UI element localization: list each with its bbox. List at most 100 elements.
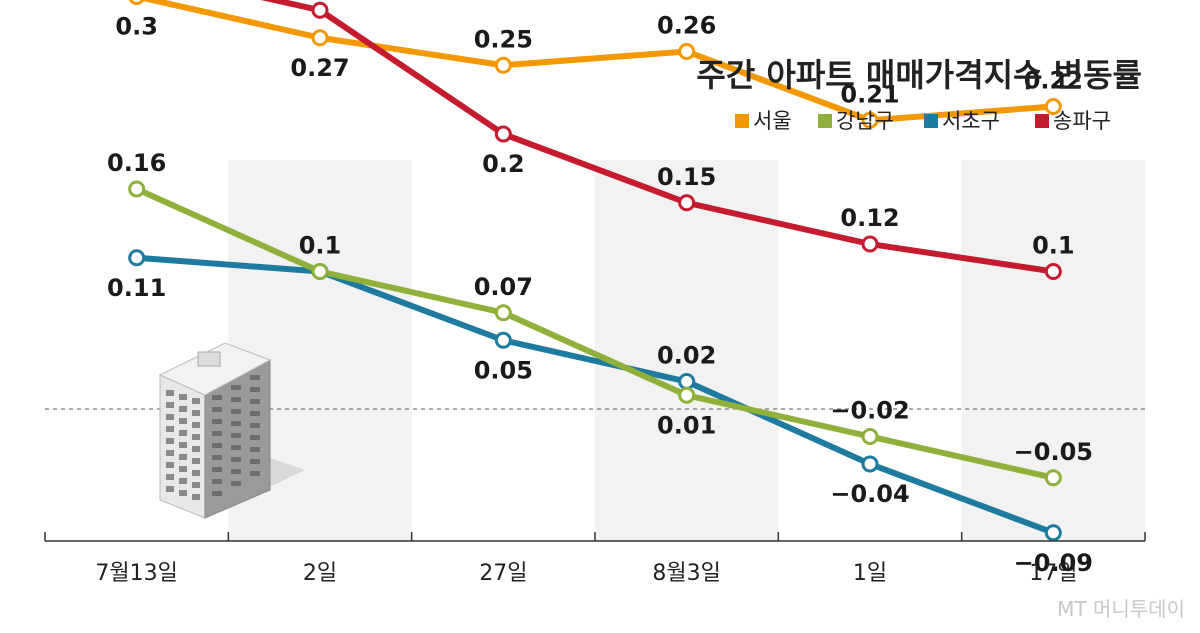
data-point: [311, 263, 329, 280]
data-point: [311, 29, 329, 47]
x-axis-labels: 7월13일 2일 27일 8월3일 1일 17일: [95, 561, 1077, 586]
data-point: [1044, 98, 1062, 115]
legend-swatch: [1035, 114, 1049, 128]
data-point: [494, 125, 512, 143]
data-label: 0.2: [482, 150, 525, 178]
legend-label: 송파구: [1053, 109, 1111, 133]
data-point: [1044, 263, 1062, 280]
data-label: 0.22: [1024, 67, 1083, 95]
data-point: [128, 0, 145, 5]
building-window: [231, 481, 241, 486]
building-window: [179, 490, 187, 496]
data-point: [311, 1, 329, 19]
apartment-building-illustration: [158, 342, 305, 519]
data-label: −0.09: [1014, 549, 1093, 577]
building-window: [231, 385, 241, 390]
data-point: [1044, 469, 1062, 487]
column-band: [595, 160, 779, 541]
building-window: [231, 433, 241, 438]
building-window: [212, 491, 222, 496]
data-label: −0.02: [830, 397, 909, 425]
data-label: 0.16: [107, 149, 166, 177]
building-window: [192, 482, 200, 488]
data-label: 0.1: [1032, 232, 1075, 260]
building-window: [231, 421, 241, 426]
building-window: [192, 398, 200, 404]
data-label: 0.11: [107, 274, 166, 302]
x-tick-label: 1일: [853, 561, 887, 586]
data-point: [128, 180, 146, 198]
data-point: [861, 455, 879, 473]
building-window: [212, 407, 222, 412]
building-window: [250, 435, 260, 440]
legend-label: 강남구: [836, 109, 894, 133]
data-point: [494, 56, 512, 74]
building-window: [166, 462, 174, 468]
x-tick-label: 27일: [479, 561, 527, 586]
legend: 서울 강남구 서초구 송파구: [735, 109, 1111, 133]
data-label: 0.27: [290, 54, 349, 82]
data-point: [861, 235, 879, 253]
building-window: [166, 390, 174, 396]
building-window: [212, 431, 222, 436]
data-point: [1044, 524, 1062, 542]
legend-swatch: [924, 114, 938, 128]
legend-swatch: [735, 114, 749, 128]
data-label: 0.25: [474, 25, 533, 53]
building-window: [179, 394, 187, 400]
series-points: [128, 0, 1062, 542]
building-window: [166, 402, 174, 408]
building-window: [250, 447, 260, 452]
building-window: [192, 470, 200, 476]
x-axis-ticks: [44, 532, 1146, 541]
building-window: [179, 466, 187, 472]
data-label: 0.01: [657, 411, 716, 439]
building-window: [250, 471, 260, 476]
building-window: [250, 423, 260, 428]
x-tick-label: 7월13일: [95, 561, 177, 586]
data-point: [861, 428, 879, 445]
data-point: [678, 386, 696, 404]
x-tick-label: 17일: [1029, 561, 1077, 586]
building-window: [231, 457, 241, 462]
building-window: [166, 414, 174, 420]
building-window: [179, 406, 187, 412]
building-window: [192, 446, 200, 452]
data-label: 0.15: [657, 163, 716, 191]
series-line: [138, 0, 1054, 124]
data-point: [494, 331, 512, 349]
data-point: [678, 43, 696, 60]
data-label: 0.26: [657, 12, 716, 40]
watermark-logo: MT 머니투데이: [1057, 597, 1185, 621]
data-label: 0.1: [299, 232, 342, 260]
building-window: [212, 443, 222, 448]
building-window: [192, 410, 200, 416]
building-window: [192, 494, 200, 500]
building-window: [166, 438, 174, 444]
data-point: [861, 111, 879, 129]
legend-label: 서울: [753, 109, 792, 133]
building-window: [212, 419, 222, 424]
building-window: [212, 479, 222, 484]
building-window: [212, 455, 222, 460]
building-window: [166, 486, 174, 492]
building-window: [192, 422, 200, 428]
data-point: [494, 304, 512, 322]
building-window: [231, 445, 241, 450]
building-window: [250, 375, 260, 380]
building-window: [179, 478, 187, 484]
building-window: [231, 469, 241, 474]
building-window: [250, 399, 260, 404]
building-window: [250, 411, 260, 416]
building-window: [192, 434, 200, 440]
building-window: [179, 454, 187, 460]
legend-label: 서초구: [942, 109, 1000, 133]
building-window: [166, 426, 174, 432]
building-window: [231, 397, 241, 402]
building-window: [212, 395, 222, 400]
data-label: −0.05: [1014, 438, 1093, 466]
x-tick-label: 8월3일: [652, 561, 720, 586]
building-window: [212, 467, 222, 472]
